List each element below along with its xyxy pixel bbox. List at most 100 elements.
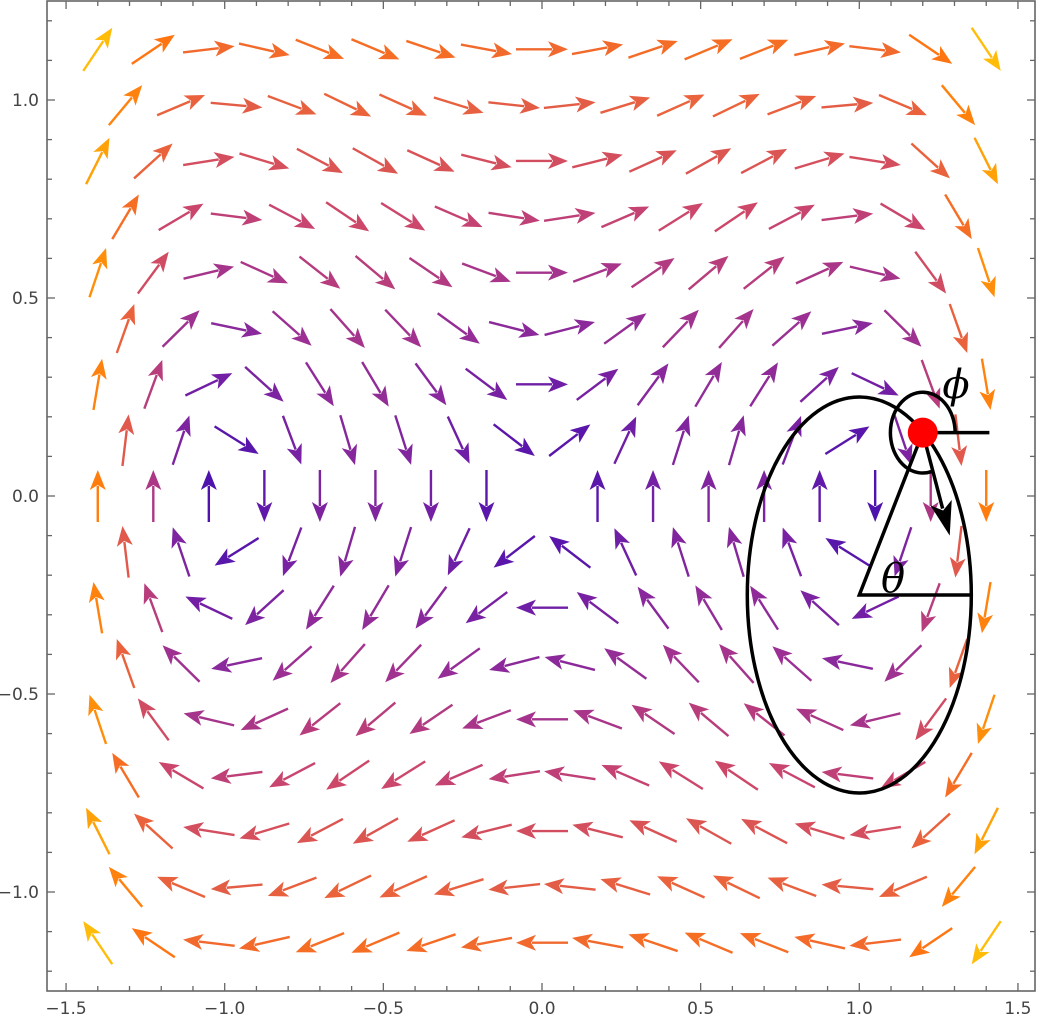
field-arrow-icon <box>183 710 235 727</box>
field-arrow-icon <box>436 312 480 344</box>
field-arrow-icon <box>630 258 675 289</box>
field-arrow-icon <box>323 92 372 117</box>
field-arrow-icon <box>516 934 568 951</box>
field-arrow-icon <box>136 251 169 295</box>
field-arrow-icon <box>245 589 285 626</box>
field-arrow-icon <box>461 262 511 283</box>
field-arrow-icon <box>240 260 289 284</box>
field-arrow-icon <box>82 27 113 72</box>
field-arrow-icon <box>749 362 779 407</box>
field-arrow-icon <box>914 251 947 294</box>
field-arrow-icon <box>299 702 342 736</box>
field-arrow-icon <box>281 415 302 465</box>
field-arrow-icon <box>604 648 648 680</box>
field-arrow-icon <box>915 697 948 741</box>
field-arrow-icon <box>544 766 596 783</box>
field-arrow-icon <box>739 39 789 60</box>
field-arrow-icon <box>794 151 845 170</box>
field-arrow-icon <box>325 201 370 232</box>
field-arrow-icon <box>210 209 263 226</box>
field-arrow-icon <box>434 205 483 228</box>
x-tick-label: −1.5 <box>45 999 86 1019</box>
field-arrow-icon <box>268 203 316 229</box>
field-arrow-icon <box>671 527 690 577</box>
field-arrow-icon <box>658 203 703 232</box>
field-arrow-icon <box>200 470 217 522</box>
field-arrow-icon <box>849 42 901 58</box>
field-arrow-icon <box>878 93 927 116</box>
field-arrow-icon <box>979 358 996 410</box>
field-arrow-icon <box>712 875 761 900</box>
field-arrow-icon <box>488 97 541 114</box>
field-arrow-icon <box>488 768 541 784</box>
field-arrow-icon <box>700 470 717 522</box>
x-tick-label: 0.5 <box>687 999 714 1019</box>
field-arrow-icon <box>143 359 163 410</box>
field-arrow-icon <box>799 366 839 403</box>
x-tick-label: 1.0 <box>846 999 873 1019</box>
field-arrow-icon <box>657 876 706 899</box>
field-arrow-icon <box>811 470 828 522</box>
field-arrow-icon <box>338 526 357 577</box>
field-arrow-icon <box>661 309 699 349</box>
field-arrow-icon <box>782 527 803 577</box>
field-arrow-icon <box>351 931 400 953</box>
field-arrow-icon <box>794 40 845 57</box>
theta-label: θ <box>881 556 905 602</box>
annotation-layer: ϕ θ <box>745 362 990 795</box>
field-arrow-icon <box>112 752 140 799</box>
field-arrow-icon <box>516 152 568 169</box>
field-arrow-icon <box>304 361 334 407</box>
field-arrow-icon <box>771 311 812 347</box>
field-arrow-icon <box>516 711 568 728</box>
field-arrow-icon <box>118 414 135 467</box>
field-arrow-icon <box>794 821 845 840</box>
field-arrow-icon <box>183 822 235 838</box>
field-arrow-icon <box>90 358 107 411</box>
field-arrow-icon <box>893 526 913 577</box>
field-arrow-icon <box>516 41 568 58</box>
field-arrow-icon <box>740 148 788 175</box>
field-arrow-icon <box>941 866 977 907</box>
field-arrow-icon <box>576 592 620 625</box>
field-arrow-icon <box>800 590 840 627</box>
field-arrow-icon <box>158 203 204 232</box>
field-arrow-icon <box>107 85 143 126</box>
field-arrow-icon <box>821 654 874 671</box>
field-arrow-icon <box>911 812 951 849</box>
field-arrow-icon <box>115 304 136 354</box>
field-arrow-icon <box>408 257 453 288</box>
field-arrow-icon <box>572 151 623 169</box>
field-arrow-icon <box>767 877 817 898</box>
field-arrow-icon <box>548 424 591 457</box>
field-arrow-icon <box>883 309 922 347</box>
field-arrow-icon <box>183 263 235 280</box>
field-arrow-icon <box>244 365 284 402</box>
field-arrow-icon <box>685 148 732 175</box>
field-arrow-icon <box>878 875 928 897</box>
field-arrow-icon <box>718 309 754 349</box>
field-arrow-icon <box>446 416 470 464</box>
field-arrow-icon <box>210 97 263 114</box>
field-arrow-icon <box>329 308 365 348</box>
field-arrow-icon <box>414 362 447 406</box>
field-arrow-icon <box>976 694 996 744</box>
y-axis: 1.0 0.5 0.0 −0.5 −1.0 <box>0 20 1035 972</box>
field-arrow-icon <box>354 254 396 290</box>
field-arrow-icon <box>86 807 111 855</box>
field-arrow-icon <box>406 149 455 172</box>
field-arrow-icon <box>948 303 969 353</box>
field-arrow-icon <box>295 38 345 59</box>
field-arrow-icon <box>543 878 596 895</box>
field-arrow-icon <box>767 95 817 116</box>
field-arrow-icon <box>339 414 358 466</box>
field-arrow-icon <box>614 528 638 576</box>
field-arrow-icon <box>849 712 901 729</box>
field-arrow-icon <box>394 415 413 465</box>
field-arrow-icon <box>271 310 312 346</box>
field-arrow-icon <box>821 208 874 225</box>
x-tick-label: 0.0 <box>528 999 555 1019</box>
field-arrow-icon <box>849 265 901 282</box>
field-arrow-icon <box>108 866 144 908</box>
field-arrow-icon <box>543 208 596 224</box>
